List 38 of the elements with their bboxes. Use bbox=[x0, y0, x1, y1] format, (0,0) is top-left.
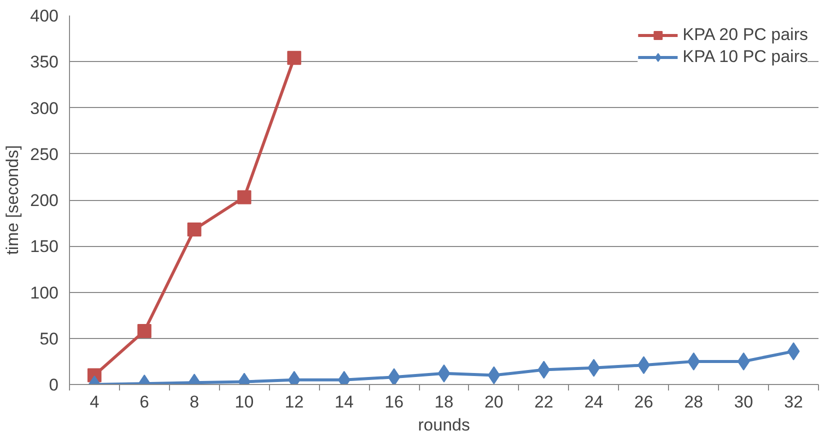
x-tick-label: 8 bbox=[190, 392, 200, 412]
x-tick-label: 28 bbox=[684, 392, 704, 412]
point bbox=[787, 342, 800, 360]
point bbox=[287, 50, 302, 65]
x-tick-label: 4 bbox=[90, 392, 100, 412]
y-tick-label: 0 bbox=[49, 376, 59, 394]
point bbox=[488, 366, 500, 384]
point bbox=[388, 368, 400, 384]
x-tick-label: 22 bbox=[534, 392, 554, 412]
x-tick-label: 18 bbox=[434, 392, 454, 412]
x-tick-label: 6 bbox=[140, 392, 150, 412]
x-tick-label: 32 bbox=[784, 392, 803, 412]
point bbox=[737, 352, 750, 370]
point bbox=[187, 222, 202, 237]
y-tick-label: 100 bbox=[30, 283, 59, 302]
x-tick-label: 30 bbox=[734, 392, 754, 412]
point bbox=[438, 364, 450, 382]
x-tick-label: 26 bbox=[634, 392, 654, 412]
y-tick-label: 50 bbox=[40, 329, 59, 348]
point bbox=[538, 360, 550, 379]
x-tick-label: 24 bbox=[584, 392, 604, 412]
y-tick-label: 400 bbox=[30, 6, 59, 26]
y-axis-title: time [seconds] bbox=[3, 145, 22, 255]
legend-label: KPA 20 PC pairs bbox=[682, 25, 808, 45]
point bbox=[137, 324, 152, 338]
y-tick-label: 150 bbox=[30, 237, 59, 256]
legend-label: KPA 10 PC pairs bbox=[682, 47, 808, 67]
x-tick-label: 16 bbox=[384, 392, 404, 412]
y-tick-label: 200 bbox=[30, 191, 59, 210]
x-axis-title: rounds bbox=[418, 416, 470, 434]
x-tick-label: 12 bbox=[284, 392, 304, 412]
y-tick-label: 250 bbox=[30, 144, 59, 164]
y-tick-label: 300 bbox=[30, 98, 59, 118]
point bbox=[237, 190, 252, 204]
x-tick-label: 20 bbox=[484, 392, 504, 412]
y-tick-label: 350 bbox=[30, 52, 59, 72]
x-tick-label: 10 bbox=[234, 392, 254, 412]
x-tick-label: 14 bbox=[334, 392, 354, 412]
